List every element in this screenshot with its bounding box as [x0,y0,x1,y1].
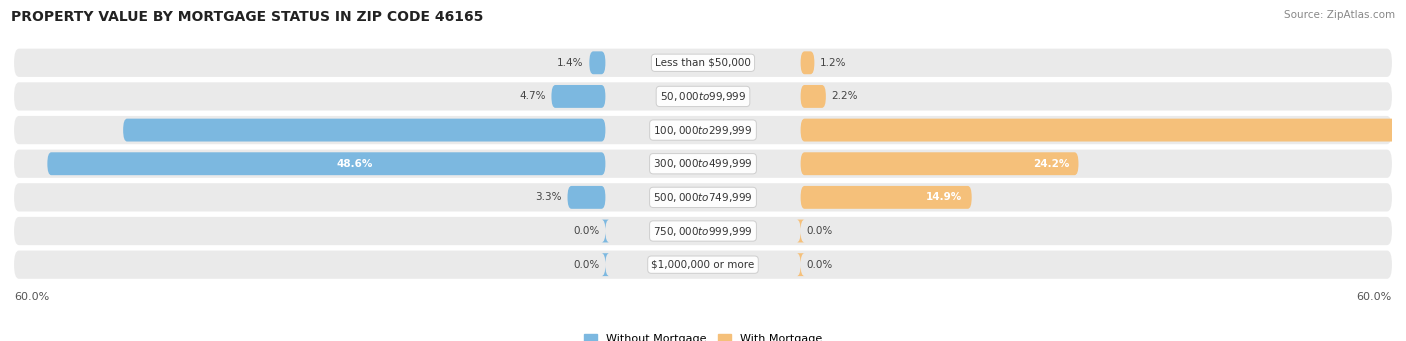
Text: 0.0%: 0.0% [574,226,599,236]
Text: 14.9%: 14.9% [927,192,963,202]
Text: Source: ZipAtlas.com: Source: ZipAtlas.com [1284,10,1395,20]
FancyBboxPatch shape [602,220,609,242]
Text: $1,000,000 or more: $1,000,000 or more [651,260,755,270]
FancyBboxPatch shape [800,119,1406,142]
FancyBboxPatch shape [800,152,1078,175]
FancyBboxPatch shape [14,150,1392,178]
FancyBboxPatch shape [48,152,606,175]
Text: 24.2%: 24.2% [1033,159,1070,169]
Text: 2.2%: 2.2% [831,91,858,101]
Legend: Without Mortgage, With Mortgage: Without Mortgage, With Mortgage [579,329,827,341]
Text: 0.0%: 0.0% [574,260,599,270]
FancyBboxPatch shape [800,186,972,209]
Text: 1.2%: 1.2% [820,58,846,68]
FancyBboxPatch shape [797,253,804,276]
Text: $50,000 to $99,999: $50,000 to $99,999 [659,90,747,103]
Text: 60.0%: 60.0% [1357,292,1392,302]
Text: $300,000 to $499,999: $300,000 to $499,999 [654,157,752,170]
Text: PROPERTY VALUE BY MORTGAGE STATUS IN ZIP CODE 46165: PROPERTY VALUE BY MORTGAGE STATUS IN ZIP… [11,10,484,24]
FancyBboxPatch shape [14,251,1392,279]
FancyBboxPatch shape [589,51,606,74]
FancyBboxPatch shape [602,253,609,276]
FancyBboxPatch shape [14,49,1392,77]
Text: 48.6%: 48.6% [336,159,373,169]
FancyBboxPatch shape [14,82,1392,110]
Text: 4.7%: 4.7% [519,91,546,101]
Text: 60.0%: 60.0% [14,292,49,302]
Text: $500,000 to $749,999: $500,000 to $749,999 [654,191,752,204]
FancyBboxPatch shape [124,119,606,142]
FancyBboxPatch shape [14,217,1392,245]
Text: Less than $50,000: Less than $50,000 [655,58,751,68]
FancyBboxPatch shape [797,220,804,242]
FancyBboxPatch shape [14,116,1392,144]
FancyBboxPatch shape [800,51,814,74]
FancyBboxPatch shape [568,186,606,209]
Text: $750,000 to $999,999: $750,000 to $999,999 [654,224,752,238]
FancyBboxPatch shape [551,85,606,108]
FancyBboxPatch shape [14,183,1392,211]
Text: 0.0%: 0.0% [807,226,832,236]
FancyBboxPatch shape [800,85,825,108]
Text: 3.3%: 3.3% [536,192,562,202]
Text: 0.0%: 0.0% [807,260,832,270]
Text: $100,000 to $299,999: $100,000 to $299,999 [654,123,752,137]
Text: 1.4%: 1.4% [557,58,583,68]
